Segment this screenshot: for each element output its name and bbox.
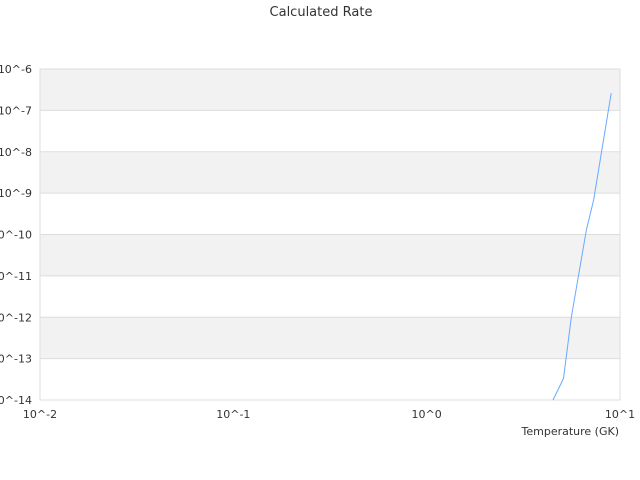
grid-band bbox=[40, 110, 620, 152]
grid-band bbox=[40, 358, 620, 400]
grid-band bbox=[40, 151, 620, 194]
y-tick-label: 10^-7 bbox=[0, 104, 32, 117]
grid-band bbox=[40, 193, 620, 235]
grid-band bbox=[40, 234, 620, 276]
y-tick-label: 10^-11 bbox=[0, 270, 32, 283]
chart-title: Calculated Rate bbox=[270, 5, 373, 20]
x-tick-label: 10^-1 bbox=[216, 408, 250, 421]
y-tick-label: 10^-6 bbox=[0, 63, 32, 76]
y-tick-label: 10^-9 bbox=[0, 187, 32, 200]
grid-band bbox=[40, 317, 620, 359]
y-tick-label: 10^-13 bbox=[0, 353, 32, 366]
series-line bbox=[552, 93, 612, 401]
y-tick-label: 10^-12 bbox=[0, 311, 32, 324]
grid-band bbox=[40, 275, 620, 318]
x-tick-label: 10^1 bbox=[605, 408, 635, 421]
grid-bands bbox=[39, 68, 621, 401]
grid-band bbox=[40, 69, 620, 111]
series-layer bbox=[552, 93, 612, 401]
x-tick-labels: 10^-2 10^-1 10^0 10^1 bbox=[23, 408, 635, 421]
x-tick-label: 10^-2 bbox=[23, 408, 57, 421]
y-tick-label: 10^-10 bbox=[0, 229, 32, 242]
y-tick-label: 10^-8 bbox=[0, 146, 32, 159]
x-tick-label: 10^0 bbox=[412, 408, 442, 421]
plot-frame bbox=[39, 68, 621, 401]
x-axis-label: Temperature (GK) bbox=[521, 425, 620, 438]
y-tick-labels: 10^-6 10^-7 10^-8 10^-9 10^-10 10^-11 10^-12 10… bbox=[0, 63, 32, 407]
y-tick-label: 10^-14 bbox=[0, 394, 32, 407]
